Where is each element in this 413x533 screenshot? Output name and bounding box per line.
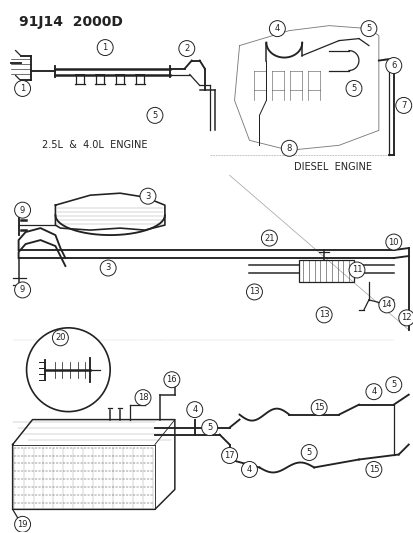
Circle shape [365, 462, 381, 478]
Circle shape [241, 462, 257, 478]
Circle shape [281, 140, 297, 156]
Text: DIESEL  ENGINE: DIESEL ENGINE [294, 162, 371, 172]
Text: 19: 19 [17, 520, 28, 529]
Text: 5: 5 [306, 448, 311, 457]
Text: 8: 8 [286, 144, 291, 153]
Text: 4: 4 [274, 24, 279, 33]
Circle shape [360, 21, 376, 37]
Text: 13: 13 [249, 287, 259, 296]
Text: 2: 2 [184, 44, 189, 53]
Circle shape [378, 297, 394, 313]
Text: 1: 1 [20, 84, 25, 93]
Text: 4: 4 [246, 465, 252, 474]
Text: 18: 18 [138, 393, 148, 402]
Circle shape [348, 262, 364, 278]
Circle shape [97, 39, 113, 55]
Circle shape [14, 80, 31, 96]
Text: 17: 17 [224, 451, 234, 460]
Circle shape [164, 372, 179, 387]
Circle shape [345, 80, 361, 96]
Circle shape [246, 284, 262, 300]
Circle shape [261, 230, 277, 246]
Circle shape [14, 202, 31, 218]
Text: 2.5L  &  4.0L  ENGINE: 2.5L & 4.0L ENGINE [43, 140, 147, 150]
Text: 5: 5 [206, 423, 212, 432]
Text: 1: 1 [102, 43, 107, 52]
Circle shape [100, 260, 116, 276]
Circle shape [301, 445, 316, 461]
Text: 5: 5 [366, 24, 370, 33]
Text: 5: 5 [152, 111, 157, 120]
Circle shape [135, 390, 151, 406]
Text: 16: 16 [166, 375, 177, 384]
Circle shape [398, 310, 413, 326]
Circle shape [316, 307, 331, 323]
Circle shape [385, 58, 401, 74]
Text: 91J14  2000D: 91J14 2000D [19, 15, 122, 29]
Circle shape [26, 328, 110, 411]
Circle shape [186, 402, 202, 417]
Bar [299, 260, 353, 282]
Text: 21: 21 [263, 233, 274, 243]
Text: 9: 9 [20, 286, 25, 294]
Circle shape [52, 330, 68, 346]
Text: 12: 12 [401, 313, 411, 322]
Circle shape [311, 400, 326, 416]
Circle shape [385, 234, 401, 250]
Text: 13: 13 [318, 310, 329, 319]
Text: 10: 10 [388, 238, 398, 247]
Circle shape [14, 282, 31, 298]
Circle shape [269, 21, 285, 37]
Circle shape [201, 419, 217, 435]
Circle shape [221, 448, 237, 464]
Text: 3: 3 [145, 192, 150, 201]
Text: 3: 3 [105, 263, 111, 272]
Text: 4: 4 [370, 387, 375, 396]
Text: 9: 9 [20, 206, 25, 215]
Text: 5: 5 [390, 380, 396, 389]
Text: 7: 7 [400, 101, 406, 110]
Text: 20: 20 [55, 333, 66, 342]
Circle shape [140, 188, 156, 204]
Text: 11: 11 [351, 265, 361, 274]
Text: 15: 15 [368, 465, 378, 474]
Text: 15: 15 [313, 403, 324, 412]
Text: 5: 5 [351, 84, 356, 93]
Text: 4: 4 [192, 405, 197, 414]
Text: 14: 14 [381, 301, 391, 309]
Circle shape [14, 516, 31, 532]
Circle shape [178, 41, 194, 56]
Circle shape [395, 98, 411, 114]
Text: 6: 6 [390, 61, 396, 70]
Circle shape [147, 108, 163, 123]
Circle shape [385, 377, 401, 393]
Circle shape [365, 384, 381, 400]
